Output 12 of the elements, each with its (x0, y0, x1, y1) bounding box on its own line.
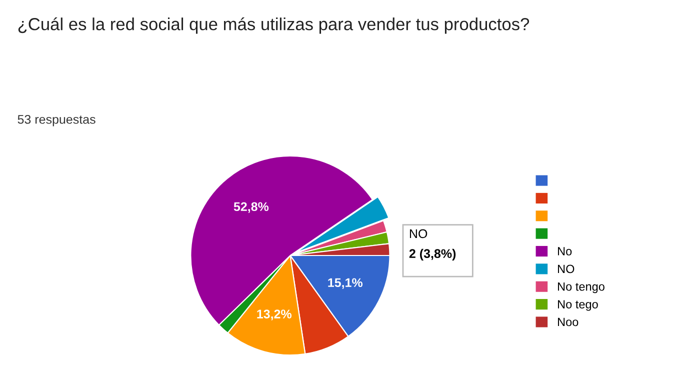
data-label: 13,2% (257, 310, 292, 320)
text: 53 respuestas (18, 114, 96, 126)
legend-label: No (558, 247, 572, 256)
category-label: NO (410, 229, 428, 238)
legend-label: No tengo (558, 282, 604, 294)
data-label: 52,8% (234, 202, 269, 213)
legend-label: No tego (558, 300, 598, 311)
text: 2 (3,8%) (409, 248, 456, 260)
chart-title: ¿Cuál es la red social que más utilizas para vender tus productos? (18, 17, 530, 34)
data-label: 15,1% (328, 278, 363, 289)
legend-label: Noo (558, 318, 578, 326)
legend-label: NO (558, 264, 574, 274)
